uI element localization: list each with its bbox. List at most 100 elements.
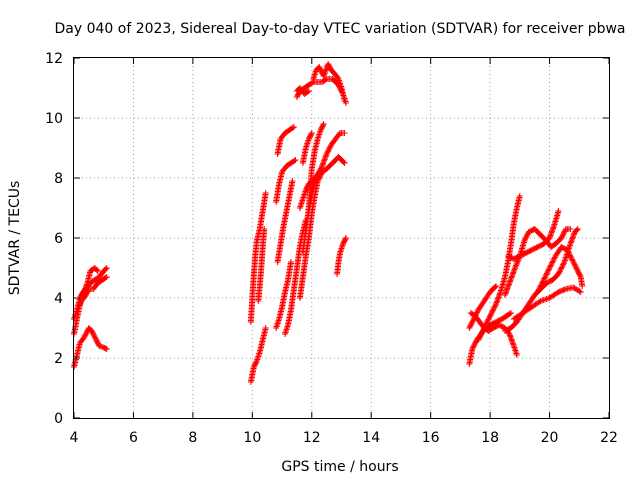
data-point [262,325,269,331]
data-point [549,258,556,265]
grid-lines [74,58,609,418]
data-point [565,249,572,256]
data-point [486,313,493,320]
y-tick-label: 4 [54,291,63,307]
data-point [567,253,574,260]
data-point [305,88,312,94]
data-point [485,316,492,323]
data-point [570,260,577,267]
data-point [560,260,567,267]
x-tick-label: 16 [422,430,440,446]
data-point [576,288,583,295]
data-point [102,266,109,272]
data-point [545,267,552,274]
data-point [569,257,576,264]
data-point [567,226,574,232]
data-point [577,272,584,279]
data-point [536,298,543,305]
data-point [510,268,517,274]
x-tick-label: 14 [362,430,380,446]
data-point [342,235,349,241]
data-point [573,227,580,233]
data-point [484,319,491,325]
data-point [556,268,563,275]
data-point [538,281,545,287]
data-point [487,312,494,319]
data-point [558,235,565,241]
y-axis-label: SDTVAR / TECUs [7,181,23,296]
data-point [102,274,109,281]
x-tick-label: 22 [600,430,618,446]
data-point [545,266,552,273]
y-tick-label: 10 [45,111,63,127]
data-point [477,333,484,340]
x-tick-label: 20 [541,430,559,446]
data-point [81,334,88,340]
data-point [477,331,484,338]
data-point [547,263,554,270]
data-point [549,259,556,266]
data-point [317,165,324,172]
data-point [341,130,348,136]
data-point [484,317,491,324]
data-point [317,66,324,73]
x-tick-label: 8 [188,430,197,446]
data-point [341,160,348,166]
data-point [480,326,487,333]
data-point [542,273,549,279]
data-point [478,330,485,337]
data-point [341,97,348,103]
y-tick-label: 2 [54,351,63,367]
data-point [577,289,584,295]
data-point [320,122,327,129]
data-point [559,233,566,240]
data-point [320,121,327,127]
x-axis-label: GPS time / hours [281,459,398,475]
data-point [291,157,298,164]
data-point [472,339,479,346]
data-point [480,325,487,332]
data-point [476,334,483,341]
data-point [579,283,586,289]
data-point [489,307,496,314]
data-point [558,265,565,272]
data-point [571,261,578,268]
data-point [547,262,554,269]
data-point [471,342,478,349]
data-point [537,282,544,289]
data-point [292,157,299,163]
data-point [558,264,565,271]
data-point [557,267,564,273]
data-point [93,267,100,273]
data-point [492,284,499,290]
data-point [314,172,321,178]
data-point [316,168,323,175]
data-point [539,278,546,285]
data-point [561,228,568,235]
data-point [103,265,110,271]
data-point [287,259,294,265]
data-point [541,274,548,281]
data-point [556,269,563,276]
data-point [308,131,315,138]
y-tick-label: 0 [54,411,63,427]
data-point [466,325,473,331]
data-point [91,333,98,340]
data-point [90,330,97,337]
data-point [89,329,96,336]
x-tick-label: 18 [481,430,499,446]
data-point [560,261,567,268]
data-point [513,262,520,269]
data-point [253,359,260,366]
data-point [290,124,297,130]
data-point [491,304,498,311]
data-point [491,303,498,310]
data-point [543,271,550,278]
data-point [289,178,296,184]
data-point [511,265,518,272]
data-points [71,61,586,385]
data-point [544,269,551,275]
data-point [473,309,480,316]
data-point [537,283,544,290]
